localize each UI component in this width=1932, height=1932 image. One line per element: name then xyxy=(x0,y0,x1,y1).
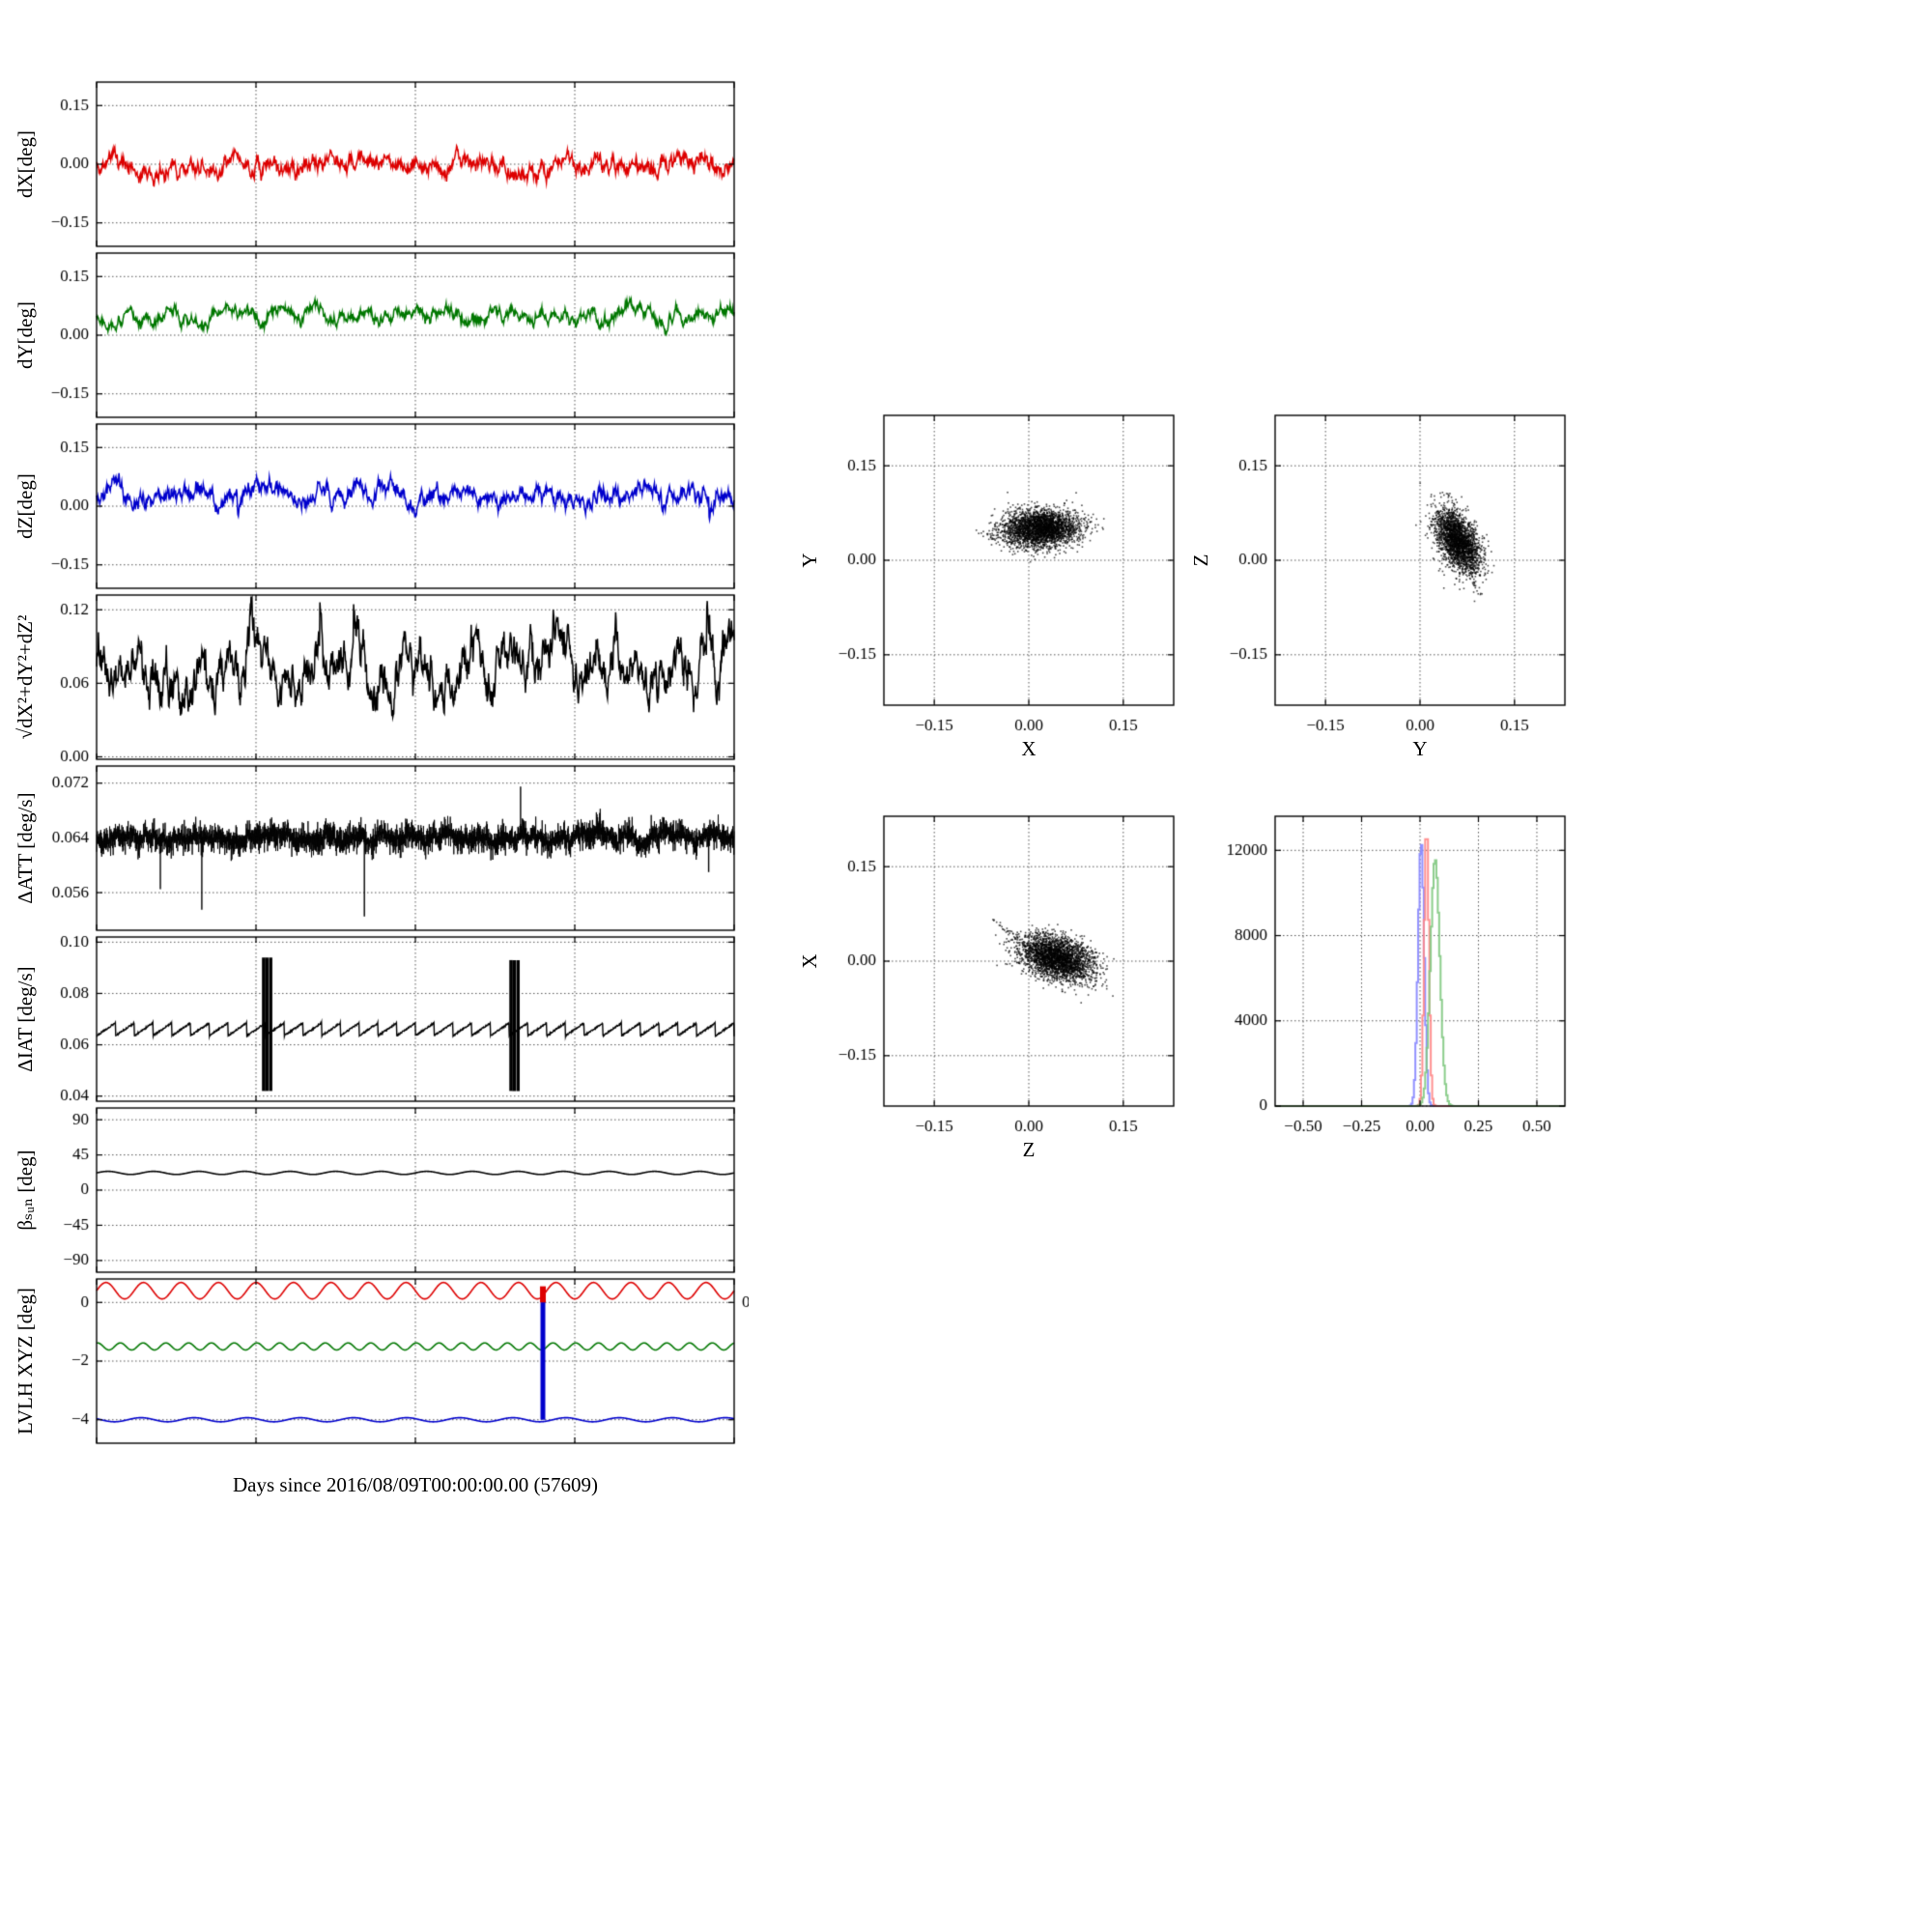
scatter-xy-yaxis-label: Y xyxy=(798,553,821,568)
scatter-xy-canvas xyxy=(802,406,1198,753)
panel-histogram xyxy=(1193,807,1589,1154)
delta-att-timeseries-canvas xyxy=(29,756,749,959)
panel-dy xyxy=(29,243,749,446)
panel-scatter-yz xyxy=(1193,406,1589,753)
panel-dx xyxy=(29,72,749,275)
panel-scatter-xy xyxy=(802,406,1198,753)
dx-timeseries-canvas xyxy=(29,72,749,275)
histogram-canvas xyxy=(1193,807,1589,1154)
lvlh-axis-label: LVLH XYZ [deg] xyxy=(14,1287,37,1435)
scatter-zx-xaxis-label: Z xyxy=(1022,1138,1036,1161)
panel-magnitude xyxy=(29,585,749,788)
panel-dz xyxy=(29,414,749,617)
scatter-zx-yaxis-label: X xyxy=(798,953,821,969)
delta-iat-timeseries-canvas xyxy=(29,927,749,1130)
panel-lvlh xyxy=(29,1269,749,1472)
magnitude-timeseries-canvas xyxy=(29,585,749,788)
scatter-yz-canvas xyxy=(1193,406,1589,753)
panel-scatter-zx xyxy=(802,807,1198,1154)
lvlh-timeseries-canvas xyxy=(29,1269,749,1472)
dy-timeseries-canvas xyxy=(29,243,749,446)
dz-timeseries-canvas xyxy=(29,414,749,617)
scatter-xy-xaxis-label: X xyxy=(1021,737,1037,760)
scatter-zx-canvas xyxy=(802,807,1198,1154)
time-axis-label: Days since 2016/08/09T00:00:00.00 (57609… xyxy=(233,1473,598,1496)
panel-delta-iat xyxy=(29,927,749,1130)
scatter-yz-xaxis-label: Y xyxy=(1412,737,1428,760)
beta-sun-timeseries-canvas xyxy=(29,1098,749,1301)
panel-delta-att xyxy=(29,756,749,959)
panel-beta-sun xyxy=(29,1098,749,1301)
scatter-yz-yaxis-label: Z xyxy=(1189,554,1212,567)
